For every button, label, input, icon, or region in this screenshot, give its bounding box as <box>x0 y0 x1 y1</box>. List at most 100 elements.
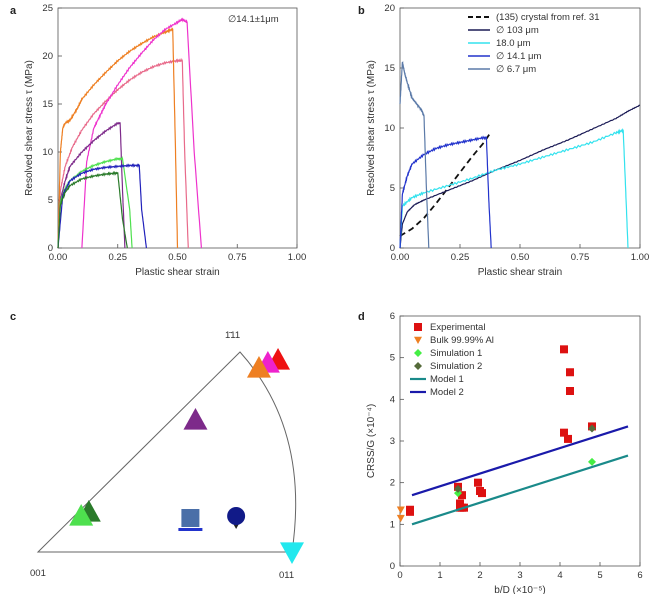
stereo-point-8 <box>280 542 304 564</box>
stereo-triangle <box>36 351 297 553</box>
stereo-point-3 <box>183 408 208 430</box>
panel-a-series-line-2 <box>81 17 202 249</box>
panel-a-chart: 0.00 0.25 0.50 0.75 1.00 0 5 10 15 20 25 Plastic sh… <box>24 3 306 278</box>
panel-d-legend-label: Model 1 <box>430 374 464 385</box>
panel-d-point-0-12 <box>560 428 568 437</box>
panel-d-ytick-label: 2 <box>390 478 395 489</box>
stereo-point-6 <box>181 509 200 527</box>
panel-d-ytick-label: 5 <box>390 353 395 364</box>
panel-a-series-line-0 <box>57 57 189 249</box>
panel-b-xtick-label: 0.50 <box>511 252 530 263</box>
panel-d-legend-label: Bulk 99.99% Al <box>430 335 494 346</box>
stereo-point-7 <box>227 507 246 525</box>
panel-b-legend-label: ∅ 6.7 μm <box>496 64 536 75</box>
pole-111-label: 1̄11 <box>225 330 240 341</box>
panel-b-chart: 0.00 0.25 0.50 0.75 1.00 0 5 10 15 20 Plastic shea… <box>366 3 649 278</box>
panel-d-ytick-label: 3 <box>390 436 395 447</box>
panel-label-d: d <box>358 311 365 323</box>
panel-d-point-3-1 <box>588 424 596 433</box>
panel-d-point-0-8 <box>474 478 482 487</box>
panel-d-chart: 0 1 2 3 4 5 6 0 1 2 3 4 5 6 b/D (×10⁻⁵) CRSS/G (×10⁻⁴) E… <box>366 311 643 594</box>
panel-b-series-line-2 <box>399 128 629 249</box>
panel-b-ytick-label: 20 <box>384 3 395 14</box>
panel-b-ylabel: Resolved shear stress τ (MPa) <box>366 60 377 196</box>
panel-b-xtick-label: 0.25 <box>451 252 470 263</box>
panel-d-point-1-0 <box>396 506 405 514</box>
panel-b-ytick-label: 5 <box>390 183 395 194</box>
panel-d-legend-swatch <box>414 336 422 344</box>
panel-d-xtick-label: 1 <box>437 570 442 581</box>
panel-d-line-4 <box>411 454 629 526</box>
pole-001-label: 001 <box>30 568 46 579</box>
panel-a-ytick-label: 25 <box>42 3 53 14</box>
panel-d-ytick-label: 0 <box>390 561 395 572</box>
panel-d-point-0-10 <box>478 489 486 498</box>
panel-b-xlabel: Plastic shear strain <box>478 267 562 278</box>
panel-a-ytick-label: 20 <box>42 51 53 62</box>
panel-c-chart: 001 011 1̄11 <box>30 330 304 581</box>
panel-d-legend-swatch <box>414 349 422 357</box>
panel-a-series-line-3 <box>57 121 126 249</box>
panel-b-ytick-label: 10 <box>384 123 395 134</box>
panel-b-ytick-label: 15 <box>384 63 395 74</box>
panel-d-point-1-1 <box>396 514 405 523</box>
panel-d-point-0-14 <box>566 368 574 377</box>
panel-d-xlabel: b/D (×10⁻⁵) <box>494 585 545 594</box>
panel-d-xtick-label: 5 <box>597 570 602 581</box>
panel-d-point-0-11 <box>560 345 568 354</box>
panel-d-point-2-0 <box>454 489 462 498</box>
panel-a-series-line-1 <box>57 27 179 249</box>
panel-a-series-line-5 <box>57 163 147 249</box>
panel-b-legend-label: ∅ 14.1 μm <box>496 51 542 62</box>
panel-b-legend-label: (135) crystal from ref. 31 <box>496 12 599 23</box>
panel-b-legend-label: ∅ 103 μm <box>496 25 539 36</box>
panel-d-point-0-5 <box>458 491 466 500</box>
panel-d-ytick-label: 1 <box>390 519 395 530</box>
panel-a-series-line-6 <box>57 170 128 249</box>
pole-011-label: 011 <box>279 570 294 581</box>
panel-d-legend-swatch <box>414 323 422 331</box>
panel-b-series-line-3 <box>399 135 492 249</box>
panel-a-ytick-label: 5 <box>48 195 53 206</box>
panel-d-xtick-label: 0 <box>397 570 402 581</box>
panel-b-series-line-4 <box>399 60 430 249</box>
panel-b-xtick-label: 1.00 <box>631 252 650 263</box>
panel-d-ylabel: CRSS/G (×10⁻⁴) <box>366 404 377 478</box>
panel-d-legend-label: Simulation 2 <box>430 361 482 372</box>
panel-a-ytick-label: 15 <box>42 99 53 110</box>
stereo-point-5 <box>69 504 94 526</box>
panel-label-b: b <box>358 5 365 17</box>
panel-d-point-2-1 <box>588 457 596 466</box>
panel-a-annotation: ∅14.1±1μm <box>228 14 279 25</box>
panel-d-legend-swatch <box>414 362 422 370</box>
panel-d-xtick-label: 2 <box>477 570 482 581</box>
panel-b-xtick-label: 0.75 <box>571 252 590 263</box>
panel-d-legend-label: Simulation 1 <box>430 348 482 359</box>
panel-a-xtick-label: 0.00 <box>49 252 68 263</box>
panel-d-ytick-label: 6 <box>390 311 395 322</box>
panel-b-legend-label: 18.0 μm <box>496 38 531 49</box>
panel-d-xtick-label: 4 <box>557 570 562 581</box>
panel-a-ytick-label: 0 <box>48 243 53 254</box>
panel-a-xtick-label: 0.50 <box>168 252 187 263</box>
panel-label-a: a <box>10 5 17 17</box>
panel-b-xtick-label: 0.00 <box>391 252 410 263</box>
panel-a-xtick-label: 0.25 <box>109 252 128 263</box>
stereo-point-6-bar <box>178 528 203 531</box>
panel-d-legend-label: Model 2 <box>430 387 464 398</box>
panel-d-legend-label: Experimental <box>430 322 485 333</box>
panel-d-xtick-label: 3 <box>517 570 522 581</box>
panel-d-point-0-15 <box>566 387 574 395</box>
panel-d-line-5 <box>411 425 629 497</box>
stereo-point-2 <box>246 356 271 378</box>
panel-d-xtick-label: 6 <box>637 570 642 581</box>
panel-b-series-line-1 <box>399 104 641 249</box>
panel-a-xtick-label: 1.00 <box>288 252 307 263</box>
panel-b-series-line-0 <box>399 131 492 237</box>
panel-a-xtick-label: 0.75 <box>228 252 247 263</box>
panel-b-ytick-label: 0 <box>390 243 395 254</box>
panel-d-point-0-1 <box>406 505 414 514</box>
panel-a-ytick-label: 10 <box>42 147 53 158</box>
panel-a-ylabel: Resolved shear stress τ (MPa) <box>24 60 35 196</box>
